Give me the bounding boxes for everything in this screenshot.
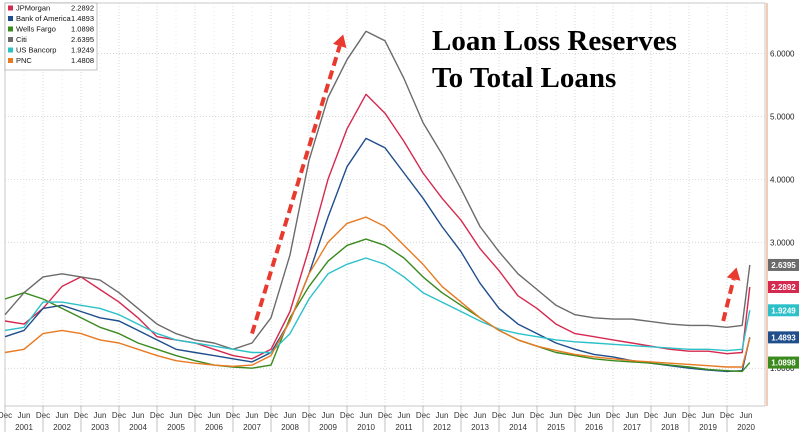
y-tick-label: 3.0000 <box>770 238 795 247</box>
x-subtick-label: Jun <box>360 411 373 420</box>
grid <box>4 2 766 407</box>
x-year-label: 2009 <box>319 423 337 432</box>
end-label-bg <box>768 331 799 344</box>
series-line-jpmorgan <box>4 93 751 360</box>
x-subtick-label: Jun <box>550 411 563 420</box>
x-subtick-label: Jun <box>170 411 183 420</box>
x-subtick-label: Jun <box>132 411 145 420</box>
series-line-bank-of-america <box>4 137 751 373</box>
legend-series-name: PNC <box>16 56 32 65</box>
title-line-1: Loan Loss Reserves <box>432 25 677 57</box>
x-subtick-label: Jun <box>474 411 487 420</box>
end-labels: 2.6395 2.2892 1.9249 1.4893 1.0898 <box>768 258 799 369</box>
x-year-label: 2014 <box>509 423 527 432</box>
legend-series-value: 2.2892 <box>71 4 94 13</box>
y-tick-label: 1.0000 <box>770 364 795 373</box>
x-subtick-label: Jun <box>664 411 677 420</box>
end-label-value: 1.9249 <box>771 306 796 315</box>
x-subtick-label: Jun <box>284 411 297 420</box>
x-subtick-label: Jun <box>512 411 525 420</box>
x-subtick-label: Jun <box>436 411 449 420</box>
trend-arrow-head <box>726 267 741 281</box>
series-line-us-bancorp <box>4 257 751 354</box>
legend-swatch <box>8 5 13 11</box>
series-line-wells-fargo <box>4 238 751 373</box>
legend-swatch <box>8 26 13 32</box>
series-line-citi <box>4 30 751 350</box>
x-year-label: 2016 <box>585 423 603 432</box>
x-year-label: 2011 <box>395 423 413 432</box>
legend-swatch <box>8 16 13 21</box>
legend-swatch <box>8 47 13 53</box>
x-subtick-label: Jun <box>702 411 715 420</box>
x-subtick-label: Jun <box>94 411 107 420</box>
x-year-label: 2002 <box>53 423 71 432</box>
chart-title: Loan Loss Reserves To Total Loans <box>432 25 677 94</box>
end-label-bg <box>768 356 799 369</box>
series-line-pnc <box>4 216 751 368</box>
x-year-label: 2012 <box>433 423 451 432</box>
legend-series-value: 1.4808 <box>71 56 94 65</box>
x-subtick-label: Jun <box>18 411 31 420</box>
legend-series-name: US Bancorp <box>16 46 56 55</box>
trend-arrows <box>250 34 741 335</box>
x-year-label: 2001 <box>15 423 33 432</box>
x-year-label: 2018 <box>661 423 679 432</box>
x-subtick-label: Jun <box>626 411 639 420</box>
title-line-2: To Total Loans <box>432 62 616 94</box>
legend-swatch <box>8 58 13 63</box>
x-year-label: 2005 <box>167 423 185 432</box>
end-label-bg <box>768 304 799 317</box>
y-tick-label: 5.0000 <box>770 112 795 121</box>
legend-box <box>4 2 98 71</box>
axes: 6.0000 5.0000 4.0000 3.0000 1.0000 Dec Jun 2001… <box>0 3 795 432</box>
trend-arrow-shaft <box>250 45 342 335</box>
x-year-label: 2020 <box>737 423 755 432</box>
x-year-label: 2006 <box>205 423 223 432</box>
end-label-value: 2.6395 <box>771 261 796 270</box>
series-lines <box>4 30 751 373</box>
legend-series-name: Wells Fargo <box>16 25 56 34</box>
y-tick-label: 6.0000 <box>770 49 795 58</box>
x-subtick-label: Jun <box>56 411 69 420</box>
end-label-value: 1.0898 <box>771 359 796 368</box>
legend-swatch <box>8 37 13 42</box>
end-label-value: 2.2892 <box>771 283 796 292</box>
x-year-label: 2019 <box>699 423 717 432</box>
x-subtick-label: Dec <box>0 411 12 420</box>
legend-series-value: 1.0898 <box>71 25 94 34</box>
legend-series-name: JPMorgan <box>16 4 50 13</box>
x-year-label: 2010 <box>357 423 375 432</box>
end-label-bg <box>768 280 799 293</box>
y-tick-label: 4.0000 <box>770 175 795 184</box>
x-subtick-label: Jun <box>740 411 753 420</box>
legend-series-name: Bank of America <box>16 14 71 23</box>
x-subtick-label: Jun <box>208 411 221 420</box>
legend-series-name: Citi <box>16 35 27 44</box>
x-subtick-label: Jun <box>246 411 259 420</box>
x-year-label: 2013 <box>471 423 489 432</box>
legend-series-value: 1.4893 <box>71 14 94 23</box>
trend-arrow-shaft <box>721 278 736 322</box>
x-year-label: 2017 <box>623 423 641 432</box>
end-label-bg <box>768 258 799 271</box>
x-subtick-label: Jun <box>322 411 335 420</box>
legend-series-value: 1.9249 <box>71 46 94 55</box>
trend-arrow-head <box>333 34 347 49</box>
x-year-label: 2004 <box>129 423 147 432</box>
x-year-label: 2003 <box>91 423 109 432</box>
x-subtick-label: Jun <box>398 411 411 420</box>
end-label-value: 1.4893 <box>771 333 796 342</box>
x-year-label: 2007 <box>243 423 261 432</box>
x-year-label: 2015 <box>547 423 565 432</box>
x-year-label: 2008 <box>281 423 299 432</box>
legend-series-value: 2.6395 <box>71 35 94 44</box>
x-subtick-label: Jun <box>588 411 601 420</box>
